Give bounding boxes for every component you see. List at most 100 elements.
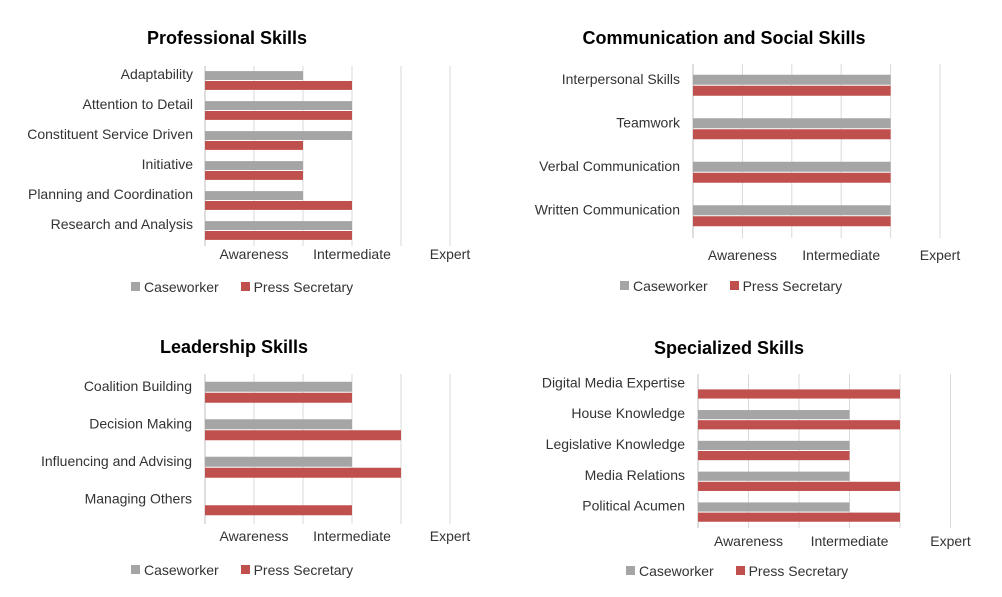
chart-leadership-skills: Leadership Skills Awareness Intermediate E… bbox=[0, 300, 480, 597]
chart-communication-social-skills: Communication and Social Skills Awarenes… bbox=[480, 0, 1002, 300]
x-tick-label: Intermediate bbox=[811, 533, 889, 549]
bar-caseworker bbox=[693, 118, 891, 129]
chart-title: Communication and Social Skills bbox=[582, 28, 866, 48]
chart-title: Professional Skills bbox=[146, 28, 308, 48]
legend-item-caseworker: Caseworker bbox=[620, 278, 708, 294]
x-tick-label: Expert bbox=[920, 247, 961, 263]
legend-swatch-caseworker bbox=[131, 282, 140, 291]
chart-plot: Awareness Intermediate Expert Adaptability A… bbox=[27, 66, 471, 262]
bar-caseworker bbox=[205, 161, 303, 170]
bar-caseworker bbox=[698, 440, 850, 450]
legend-item-caseworker: Caseworker bbox=[626, 563, 714, 579]
chart-legend: Caseworker Press Secretary bbox=[131, 561, 371, 578]
bar-caseworker bbox=[698, 471, 850, 481]
category-label: Interpersonal Skills bbox=[562, 71, 680, 87]
category-label: Legislative Knowledge bbox=[546, 436, 686, 452]
chart-legend: Caseworker Press Secretary bbox=[620, 277, 860, 294]
category-label: Digital Media Expertise bbox=[542, 374, 685, 390]
bar-caseworker bbox=[205, 71, 303, 80]
bar-caseworker bbox=[205, 131, 352, 140]
legend-item-press-secretary: Press Secretary bbox=[729, 277, 843, 294]
bar-caseworker bbox=[205, 381, 352, 392]
chart-legend: Caseworker Press Secretary bbox=[626, 562, 866, 579]
x-tick-label: Expert bbox=[930, 533, 971, 549]
x-tick-label: Awareness bbox=[219, 528, 288, 544]
bar-press-secretary bbox=[205, 201, 352, 210]
bar-caseworker bbox=[693, 205, 891, 216]
chart-specialized-skills: Specialized Skills Awareness Intermediate… bbox=[480, 300, 1002, 597]
bar-caseworker bbox=[693, 74, 891, 85]
legend-label: Press Secretary bbox=[253, 278, 354, 295]
bar-press-secretary bbox=[205, 467, 401, 478]
x-tick-label: Intermediate bbox=[313, 246, 391, 262]
legend-swatch-press-secretary bbox=[240, 282, 250, 291]
legend-item-press-secretary: Press Secretary bbox=[240, 561, 354, 578]
category-label: Decision Making bbox=[89, 415, 192, 431]
bar-press-secretary bbox=[205, 141, 303, 150]
x-tick-label: Awareness bbox=[714, 533, 783, 549]
chart-plot: Awareness Intermediate Expert Digital Media… bbox=[542, 374, 971, 549]
category-label: House Knowledge bbox=[571, 405, 685, 421]
bar-press-secretary bbox=[698, 512, 900, 522]
chart-legend: Caseworker Press Secretary bbox=[131, 278, 371, 295]
bar-caseworker bbox=[698, 410, 850, 420]
bar-caseworker bbox=[205, 221, 352, 230]
bar-press-secretary bbox=[693, 85, 891, 96]
bar-press-secretary bbox=[205, 430, 401, 441]
category-label: Planning and Coordination bbox=[28, 186, 193, 202]
bar-press-secretary bbox=[693, 216, 891, 227]
category-label: Constituent Service Driven bbox=[27, 126, 193, 142]
category-label: Teamwork bbox=[616, 114, 681, 130]
category-label: Media Relations bbox=[585, 467, 685, 483]
legend-swatch-press-secretary bbox=[735, 566, 745, 575]
chart-title: Leadership Skills bbox=[159, 337, 309, 357]
category-label: Political Acumen bbox=[582, 498, 685, 514]
category-label: Influencing and Advising bbox=[41, 453, 192, 469]
bar-press-secretary bbox=[698, 420, 900, 430]
legend-label: Press Secretary bbox=[742, 277, 843, 294]
legend-swatch-press-secretary bbox=[729, 281, 739, 290]
bar-caseworker bbox=[205, 419, 352, 430]
legend-item-press-secretary: Press Secretary bbox=[240, 278, 354, 295]
legend-label: Press Secretary bbox=[253, 561, 354, 578]
chart-plot: Awareness Intermediate Expert Coalition Bui… bbox=[41, 374, 471, 544]
bar-press-secretary bbox=[698, 481, 900, 491]
category-label: Written Communication bbox=[535, 201, 680, 217]
legend-swatch-press-secretary bbox=[240, 565, 250, 574]
category-label: Verbal Communication bbox=[539, 158, 680, 174]
legend-label: Caseworker bbox=[639, 562, 714, 579]
bar-press-secretary bbox=[205, 231, 352, 240]
bar-press-secretary bbox=[205, 171, 303, 180]
chart-professional-skills: Professional Skills Awareness Intermediat… bbox=[0, 0, 480, 300]
category-label: Adaptability bbox=[121, 66, 193, 82]
legend-label: Caseworker bbox=[144, 278, 219, 295]
category-label: Managing Others bbox=[85, 490, 192, 506]
x-tick-label: Expert bbox=[430, 528, 471, 544]
legend-label: Caseworker bbox=[144, 561, 219, 578]
bar-caseworker bbox=[693, 161, 891, 172]
x-tick-label: Awareness bbox=[219, 246, 288, 262]
bar-press-secretary bbox=[698, 451, 850, 461]
bar-caseworker bbox=[205, 101, 352, 110]
x-tick-label: Awareness bbox=[708, 247, 777, 263]
legend-item-caseworker: Caseworker bbox=[131, 279, 219, 295]
legend-swatch-caseworker bbox=[131, 565, 140, 574]
bar-caseworker bbox=[205, 456, 352, 467]
bar-press-secretary bbox=[205, 505, 352, 516]
bar-press-secretary bbox=[205, 81, 352, 90]
bar-press-secretary bbox=[698, 389, 900, 399]
bar-caseworker bbox=[698, 502, 850, 512]
x-tick-label: Intermediate bbox=[802, 247, 880, 263]
x-tick-label: Expert bbox=[430, 246, 471, 262]
bar-press-secretary bbox=[693, 172, 891, 183]
chart-plot: Awareness Intermediate Expert Interpersonal… bbox=[535, 64, 961, 263]
legend-label: Caseworker bbox=[633, 277, 708, 294]
category-label: Research and Analysis bbox=[51, 216, 193, 232]
chart-title: Specialized Skills bbox=[653, 338, 805, 358]
bar-press-secretary bbox=[693, 129, 891, 140]
category-label: Coalition Building bbox=[84, 378, 192, 394]
legend-item-caseworker: Caseworker bbox=[131, 562, 219, 578]
legend-label: Press Secretary bbox=[748, 562, 849, 579]
category-label: Attention to Detail bbox=[82, 96, 193, 112]
bar-press-secretary bbox=[205, 111, 352, 120]
